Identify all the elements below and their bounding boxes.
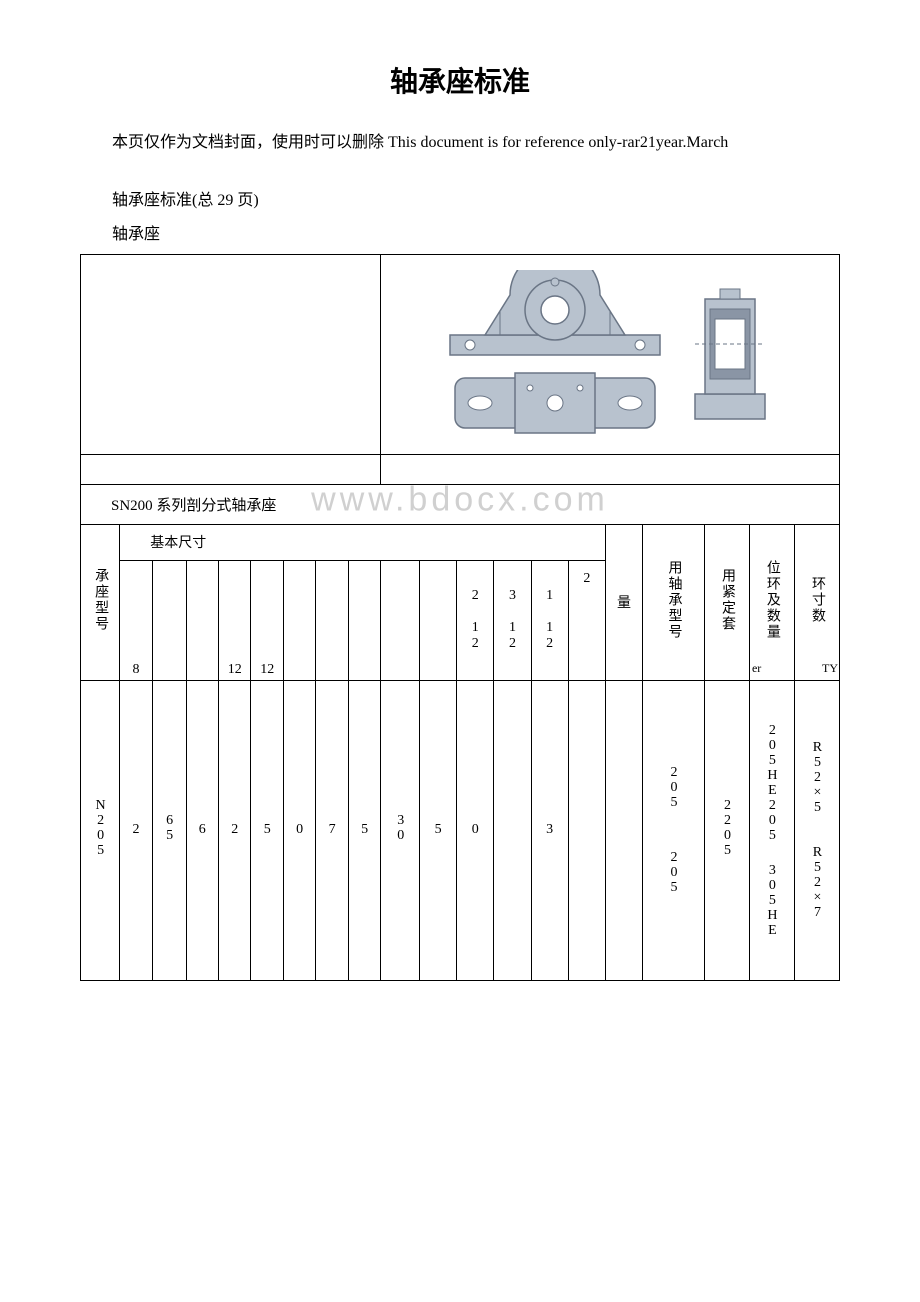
cell-c8: 5 [348,680,380,980]
watermark-text: www.bdocx.com [311,481,609,520]
cell-c15 [605,680,642,980]
col-blank [420,560,457,680]
cell-c3: 6 [186,680,218,980]
cell-c9: 30 [381,680,420,980]
cell-c1: 2 [120,680,152,980]
cell-sleeve: 2205 [705,680,750,980]
bearing-front-view-icon [445,270,665,360]
page-title: 轴承座标准 [80,60,840,100]
cell-c11: 0 [457,680,494,980]
bearing-top-view-icon [445,368,665,438]
col-g312: 3 1 2 [494,560,531,680]
col-blank [283,560,315,680]
col-blank [152,560,186,680]
bearing-table: SN200 系列剖分式轴承座 www.bdocx.com 承座型号 基本尺寸 量… [80,254,840,981]
blank-row [381,454,840,484]
cell-c14 [568,680,605,980]
col-h8: 8 [120,560,152,680]
col-g112: 1 1 2 [531,560,568,680]
col-h12b: 12 [251,560,283,680]
col-applicable-bearing: 用轴承型号 [643,524,705,680]
series-title-cell: SN200 系列剖分式轴承座 www.bdocx.com [81,484,840,524]
subtitle-name: 轴承座 [112,220,840,244]
col-h12a: 12 [218,560,250,680]
cell-c12 [494,680,531,980]
bearing-side-view-icon [685,279,775,429]
cell-model: N205 [81,680,120,980]
intro-text: 本页仅作为文档封面，使用时可以删除 This document is for r… [80,130,840,156]
col-blank [186,560,218,680]
cell-ring: 205HE205 305HE [749,680,794,980]
cell-c10: 5 [420,680,457,980]
col-blank [348,560,380,680]
col-g212: 2 1 2 [457,560,494,680]
cell-c4: 2 [218,680,250,980]
col-weight: 量 [605,524,642,680]
cell-c7: 7 [316,680,348,980]
diagram-blank-left [81,254,381,454]
col-ring-dim: 环寸数 TY [794,524,839,680]
col-applicable-sleeve: 用紧定套 [705,524,750,680]
cell-c13: 3 [531,680,568,980]
col-blank [316,560,348,680]
col-g2: 2 [568,560,605,680]
subtitle-pages: 轴承座标准(总 29 页) [112,186,840,210]
col-basic-dim: 基本尺寸 [120,524,606,560]
col-bearing-seat-model: 承座型号 [81,524,120,680]
cell-dim: R52×5 R52×7 [794,680,839,980]
diagram-cell [381,254,840,454]
cell-bearing: 205 205 [643,680,705,980]
col-blank [381,560,420,680]
col-position-ring: 位环及数量 er [749,524,794,680]
series-label: SN200 系列剖分式轴承座 [111,498,276,514]
cell-c5: 5 [251,680,283,980]
cell-c2: 65 [152,680,186,980]
cell-c6: 0 [283,680,315,980]
blank-row [81,454,381,484]
